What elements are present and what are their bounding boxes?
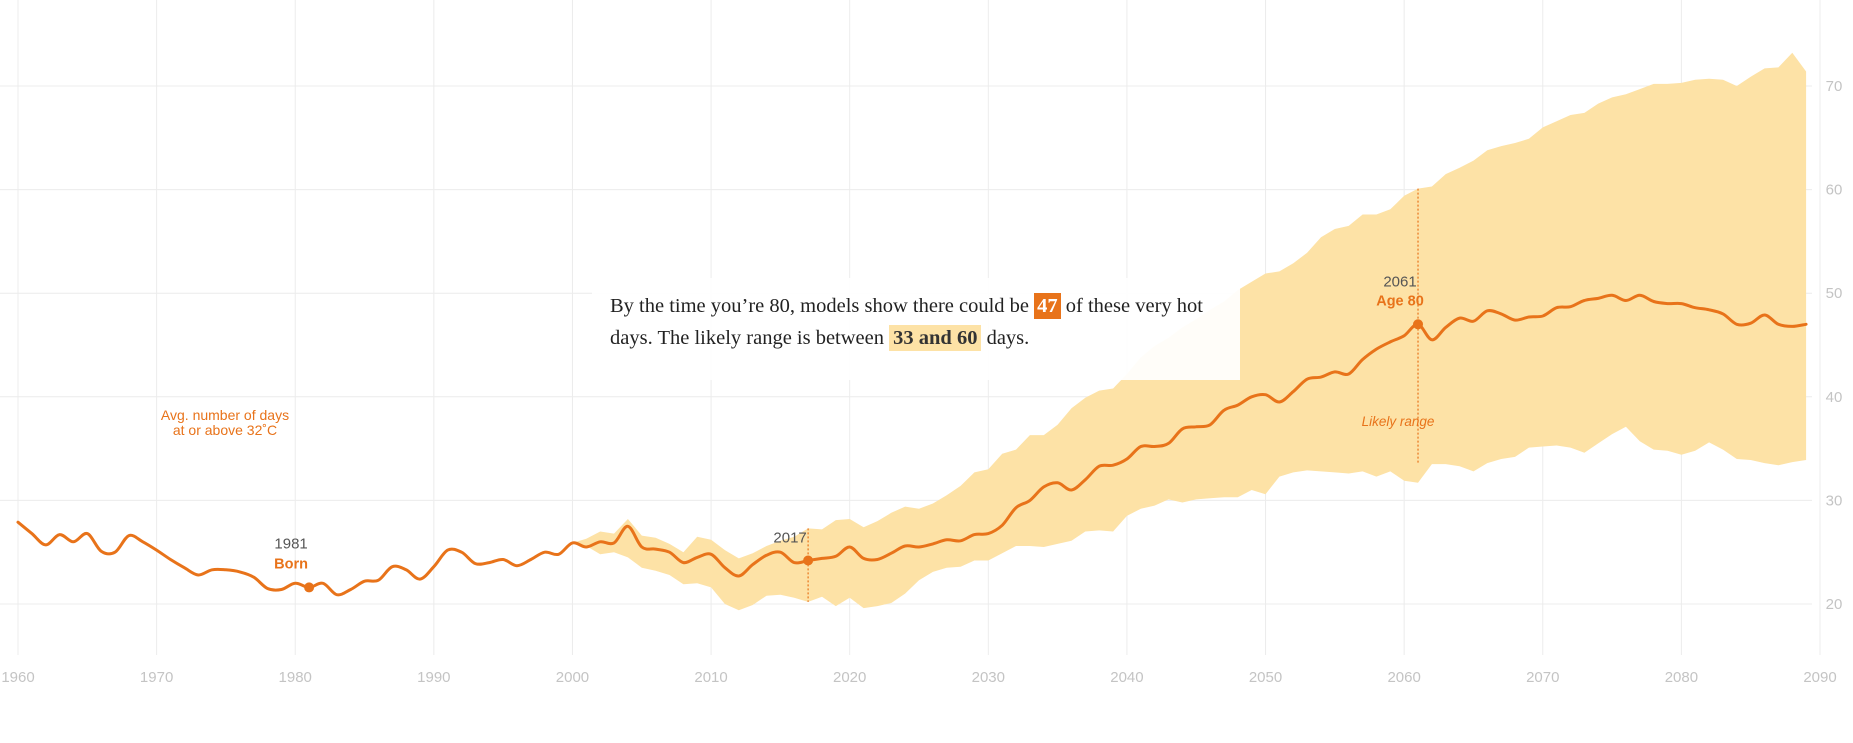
axis-ticks: 1960 1970 1980 1990 2000 2010 2020 2030 2040 2050…	[1, 78, 1842, 686]
annotation-year-1981: 1981	[274, 535, 307, 552]
y-tick-label-40: 40	[1826, 389, 1843, 406]
x-tick-label-2030: 2030	[972, 669, 1005, 686]
y-tick-label-70: 70	[1826, 78, 1843, 95]
y-axis-label-line-2: at or above 32˚C	[173, 422, 277, 438]
series-lines	[16, 293, 1808, 597]
callout-text-2: of these very hot days. The likely range…	[610, 295, 1203, 349]
annotations: 1981 Born 2017 2061 Age 80 Likely range Avg. n…	[161, 188, 1435, 602]
x-tick-label-1960: 1960	[1, 669, 34, 686]
y-tick-label-30: 30	[1826, 492, 1843, 509]
point-marker-2061	[1413, 319, 1424, 330]
x-tick-label-2040: 2040	[1110, 669, 1143, 686]
x-tick-label-2080: 2080	[1665, 669, 1698, 686]
annotation-year-2017: 2017	[773, 529, 806, 546]
callout-value: 47	[1034, 293, 1061, 319]
band-label: Likely range	[1362, 414, 1435, 429]
x-tick-label-2060: 2060	[1387, 669, 1420, 686]
y-axis-label-line-1: Avg. number of days	[161, 407, 289, 423]
x-tick-label-2090: 2090	[1803, 669, 1836, 686]
y-tick-label-50: 50	[1826, 285, 1843, 302]
x-tick-label-1980: 1980	[279, 669, 312, 686]
callout-text-1: By the time you’re 80, models show there…	[610, 295, 1030, 317]
callout-range: 33 and 60	[889, 325, 982, 351]
annotation-year-2061: 2061	[1383, 273, 1416, 290]
annotation-label-2061: Age 80	[1376, 293, 1424, 309]
point-marker-1981	[304, 582, 315, 593]
y-tick-label-20: 20	[1826, 596, 1843, 613]
point-marker-2017	[803, 555, 814, 566]
x-tick-label-2070: 2070	[1526, 669, 1559, 686]
x-tick-label-2020: 2020	[833, 669, 866, 686]
y-tick-label-60: 60	[1826, 182, 1843, 199]
x-tick-label-2010: 2010	[694, 669, 727, 686]
x-tick-label-1970: 1970	[140, 669, 173, 686]
average-days-line	[16, 293, 1808, 597]
annotation-label-1981: Born	[274, 556, 308, 572]
callout-text-3: days.	[986, 327, 1030, 349]
callout: By the time you’re 80, models show there…	[592, 278, 1240, 380]
x-tick-label-1990: 1990	[417, 669, 450, 686]
x-tick-label-2050: 2050	[1249, 669, 1282, 686]
x-tick-label-2000: 2000	[556, 669, 589, 686]
